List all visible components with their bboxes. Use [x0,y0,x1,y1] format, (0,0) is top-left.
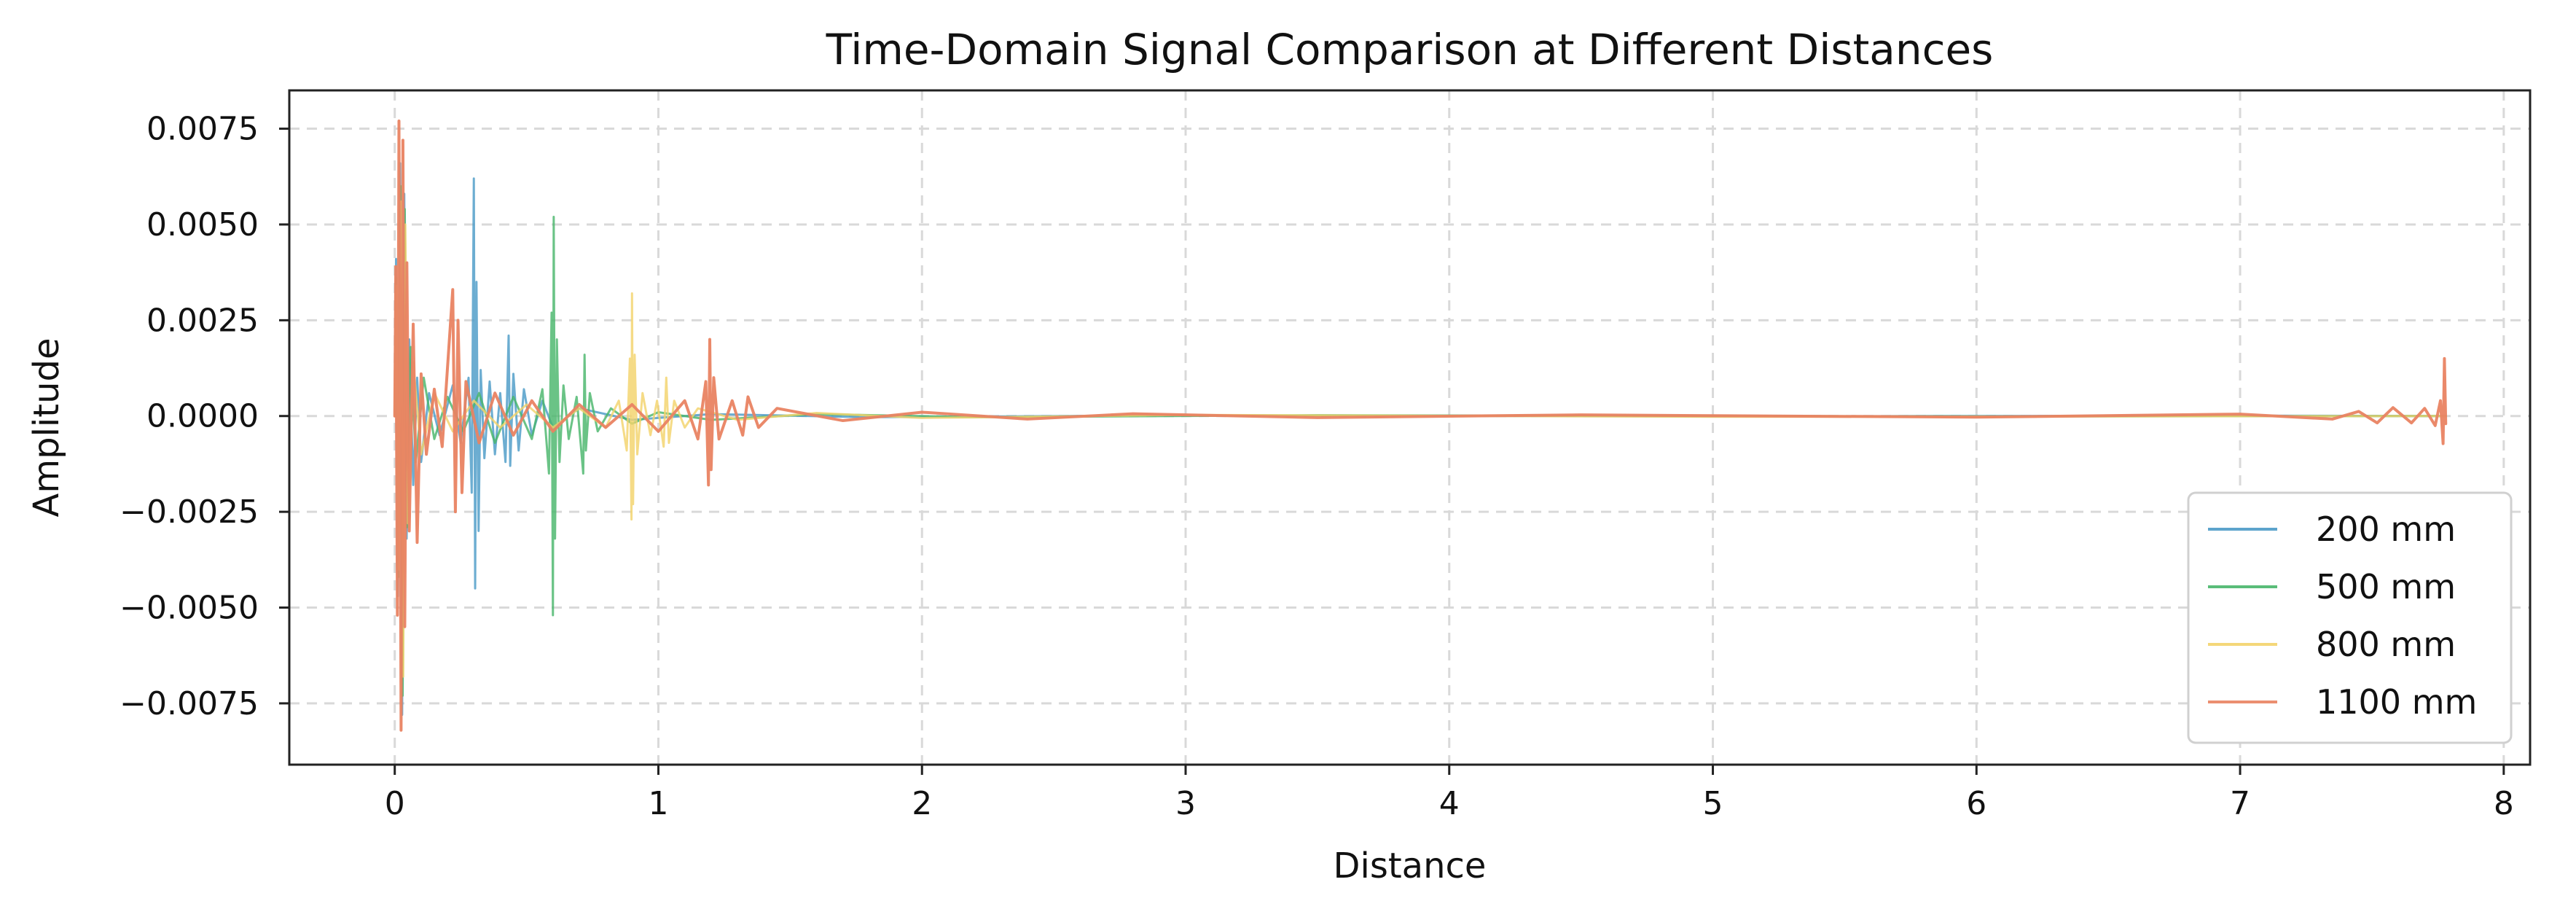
y-tick-label-4: −0.0025 [120,493,259,531]
series-line-2 [394,200,2447,678]
y-tick-label-1: 0.0050 [146,206,259,243]
x-axis-label: Distance [1334,846,1487,886]
x-tick-label-3: 3 [1175,785,1196,822]
y-tick-label-6: −0.0075 [120,685,259,722]
y-tick-label-5: −0.0050 [120,590,259,627]
legend-box [2187,491,2513,744]
x-tick-label-1: 1 [648,785,668,822]
x-tick-label-6: 6 [1966,785,1986,822]
legend: 200 mm 500 mm 800 mm 1100 mm [2187,491,2513,744]
y-axis-label: Amplitude [26,338,67,518]
legend-label-1: 500 mm [2316,567,2456,606]
x-tick-label-4: 4 [1439,785,1460,822]
y-tick-label-0: 0.0075 [146,111,259,148]
series-layer [393,120,2448,732]
axes-layer [288,89,2532,766]
plot-frame [288,89,2532,766]
legend-label-0: 200 mm [2316,510,2456,549]
series-line-1 [394,184,2447,697]
x-tick-label-5: 5 [1703,785,1723,822]
chart-title: Time-Domain Signal Comparison at Differe… [826,25,1994,74]
x-tick-label-2: 2 [912,785,932,822]
y-tick-label-2: 0.0025 [146,302,259,339]
series-line-0 [394,162,2447,717]
tick-layer: 0 1 2 3 4 5 6 7 8 0.0075 0.0050 0.0025 0.0000 −0.0025… [120,111,2514,822]
x-tick-label-7: 7 [2230,785,2250,822]
y-tick-label-3: 0.0000 [146,398,259,435]
legend-label-2: 800 mm [2316,625,2456,664]
x-tick-label-8: 8 [2494,785,2514,822]
grid-layer [289,90,2530,765]
x-tick-label-0: 0 [385,785,405,822]
legend-label-3: 1100 mm [2316,682,2477,722]
series-line-3 [393,120,2448,732]
